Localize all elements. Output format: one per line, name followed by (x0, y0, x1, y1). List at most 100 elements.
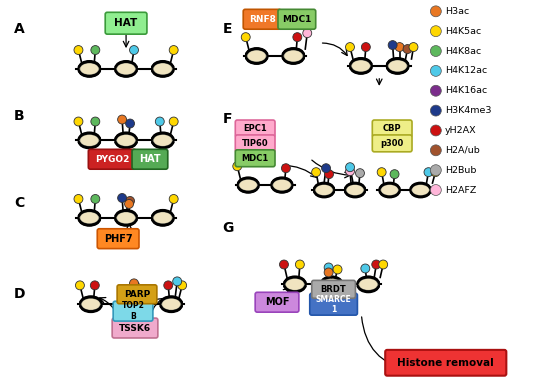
Ellipse shape (81, 298, 101, 310)
Circle shape (75, 281, 84, 290)
Circle shape (123, 285, 131, 294)
Text: TOP2
B: TOP2 B (122, 301, 145, 321)
Text: H3ac: H3ac (445, 7, 469, 16)
FancyBboxPatch shape (97, 229, 139, 249)
Ellipse shape (388, 60, 407, 72)
Text: EPC1: EPC1 (243, 124, 267, 133)
Circle shape (333, 265, 342, 274)
Circle shape (295, 260, 304, 269)
Circle shape (155, 117, 164, 126)
Circle shape (312, 168, 321, 177)
Text: H3K4me3: H3K4me3 (445, 106, 491, 115)
Circle shape (372, 260, 381, 269)
Circle shape (345, 42, 354, 51)
Ellipse shape (273, 179, 292, 191)
Circle shape (431, 168, 440, 177)
Text: SMARCE
1: SMARCE 1 (316, 294, 351, 314)
Circle shape (431, 26, 441, 37)
Text: PHF7: PHF7 (104, 234, 133, 244)
FancyBboxPatch shape (372, 120, 412, 137)
Circle shape (324, 170, 333, 179)
Circle shape (90, 281, 100, 290)
Ellipse shape (284, 50, 303, 62)
Circle shape (379, 260, 388, 269)
Text: RNF8: RNF8 (249, 15, 276, 24)
FancyBboxPatch shape (310, 293, 358, 315)
Circle shape (345, 167, 355, 176)
Text: H4K16ac: H4K16ac (445, 86, 487, 95)
Circle shape (424, 168, 433, 177)
Text: H4K5ac: H4K5ac (445, 27, 481, 36)
Circle shape (431, 184, 441, 196)
Text: C: C (14, 196, 24, 210)
Circle shape (130, 46, 139, 54)
Circle shape (431, 6, 441, 17)
Circle shape (164, 281, 173, 290)
Circle shape (431, 125, 441, 136)
Ellipse shape (153, 134, 172, 147)
Ellipse shape (153, 63, 172, 75)
Text: H4K12ac: H4K12ac (445, 67, 487, 75)
Circle shape (403, 45, 412, 54)
Ellipse shape (247, 50, 266, 62)
Circle shape (431, 85, 441, 96)
Circle shape (388, 40, 397, 49)
Circle shape (130, 281, 140, 290)
Ellipse shape (162, 298, 181, 310)
Ellipse shape (239, 179, 257, 191)
Circle shape (178, 281, 186, 290)
Text: H2A/ub: H2A/ub (445, 146, 480, 155)
FancyBboxPatch shape (113, 301, 153, 321)
FancyBboxPatch shape (112, 318, 158, 338)
Text: yH2AX: yH2AX (445, 126, 476, 135)
FancyBboxPatch shape (235, 150, 275, 167)
Ellipse shape (117, 134, 136, 147)
Text: G: G (222, 221, 234, 235)
Circle shape (409, 42, 418, 51)
Ellipse shape (117, 212, 136, 224)
Ellipse shape (153, 212, 172, 224)
Text: p300: p300 (381, 139, 404, 148)
FancyBboxPatch shape (255, 292, 299, 312)
Text: HAT: HAT (139, 154, 161, 164)
Text: Histone removal: Histone removal (398, 358, 494, 368)
Circle shape (169, 117, 178, 126)
Text: TSSK6: TSSK6 (119, 324, 151, 333)
Circle shape (361, 264, 370, 273)
Ellipse shape (122, 298, 141, 310)
Circle shape (361, 42, 370, 51)
Circle shape (395, 42, 404, 51)
Text: E: E (222, 22, 232, 36)
Circle shape (74, 46, 83, 54)
Text: HAT: HAT (114, 18, 138, 28)
Ellipse shape (315, 184, 333, 196)
Text: F: F (222, 112, 232, 126)
Text: D: D (14, 287, 25, 301)
Ellipse shape (381, 184, 399, 196)
FancyBboxPatch shape (105, 12, 147, 34)
Text: TIP60: TIP60 (242, 139, 268, 148)
Circle shape (74, 194, 83, 203)
Circle shape (279, 260, 288, 269)
Text: PYGO2: PYGO2 (95, 155, 129, 164)
Ellipse shape (80, 212, 99, 224)
Text: H4K8ac: H4K8ac (445, 47, 481, 56)
Ellipse shape (346, 184, 364, 196)
Circle shape (91, 117, 100, 126)
Circle shape (324, 268, 333, 277)
Ellipse shape (351, 60, 371, 72)
Circle shape (125, 196, 135, 205)
Circle shape (169, 46, 178, 54)
Circle shape (91, 46, 100, 54)
Circle shape (130, 279, 139, 288)
Text: CBP: CBP (383, 124, 402, 133)
Circle shape (169, 194, 178, 203)
Text: BRDT: BRDT (321, 285, 346, 294)
FancyBboxPatch shape (385, 350, 507, 376)
Circle shape (322, 164, 331, 173)
Circle shape (173, 277, 182, 286)
Ellipse shape (80, 63, 99, 75)
Circle shape (293, 33, 302, 42)
Ellipse shape (285, 278, 305, 291)
Circle shape (125, 200, 134, 209)
